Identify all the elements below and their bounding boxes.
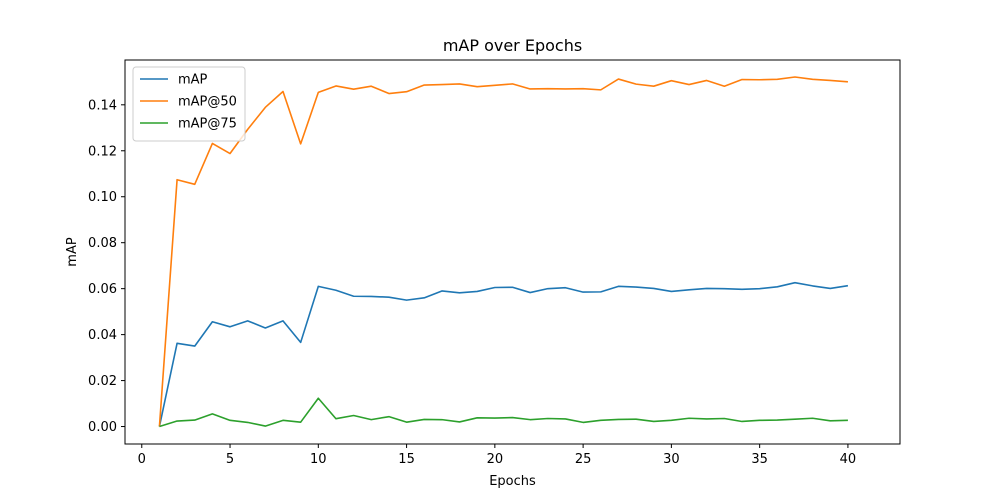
- legend: mAP mAP@50 mAP@75: [132, 66, 246, 142]
- x-axis: 0 5 10 15 20 25 30 35 40: [138, 444, 857, 467]
- y-axis: 0.00 0.02 0.04 0.06 0.08 0.10 0.12 0.14: [88, 98, 125, 435]
- series-line-map-50: [158, 76, 848, 427]
- x-tick-label: 10: [310, 452, 327, 467]
- y-tick-label: 0.14: [88, 98, 117, 113]
- x-tick-label: 5: [226, 452, 234, 467]
- chart-title: mAP over Epochs: [443, 36, 582, 55]
- legend-label-map-50: mAP@50: [178, 95, 237, 110]
- x-tick-label: 40: [840, 452, 857, 467]
- x-tick-label: 35: [751, 452, 768, 467]
- y-tick-label: 0.10: [88, 190, 117, 205]
- legend-label-map-75: mAP@75: [178, 117, 237, 132]
- y-axis-label: mAP: [65, 237, 80, 267]
- legend-label-map: mAP: [178, 73, 208, 88]
- chart-marks: [158, 76, 849, 428]
- x-axis-label: Epochs: [489, 474, 536, 489]
- x-tick-label: 0: [138, 452, 146, 467]
- y-tick-label: 0.06: [88, 282, 117, 297]
- x-tick-label: 25: [575, 452, 592, 467]
- y-tick-label: 0.00: [88, 420, 117, 435]
- x-tick-label: 15: [398, 452, 415, 467]
- x-tick-label: 20: [487, 452, 504, 467]
- series-line-map: [158, 281, 849, 427]
- y-tick-label: 0.12: [88, 144, 117, 159]
- plot-frame: [124, 59, 901, 445]
- series-line-map-75: [159, 397, 848, 428]
- y-tick-label: 0.04: [88, 328, 117, 343]
- x-tick-label: 30: [663, 452, 680, 467]
- y-tick-label: 0.08: [88, 236, 117, 251]
- y-tick-label: 0.02: [88, 374, 117, 389]
